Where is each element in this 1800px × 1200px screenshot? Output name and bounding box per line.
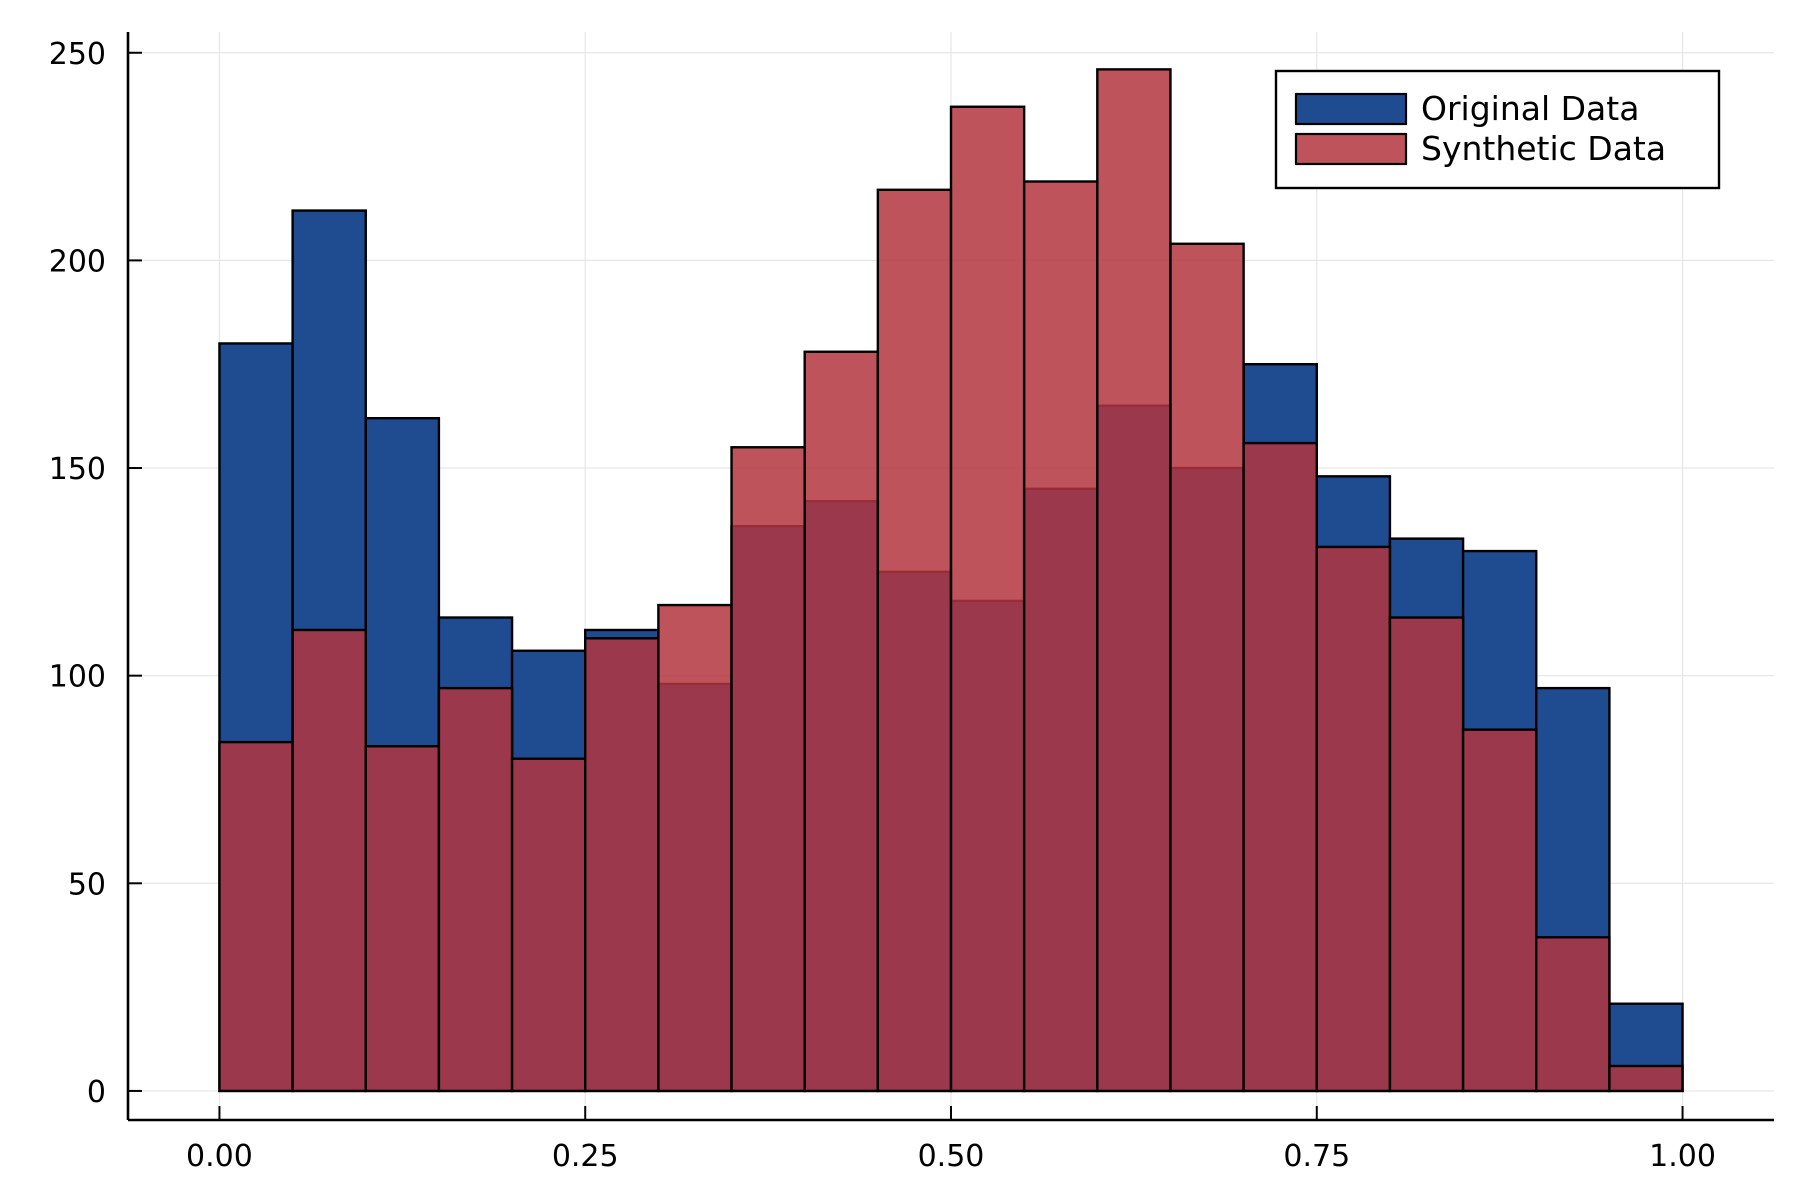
legend-swatch xyxy=(1294,132,1408,166)
legend-swatch xyxy=(1294,92,1408,126)
bar xyxy=(291,628,367,1093)
legend-label: Original Data xyxy=(1421,89,1639,128)
bar xyxy=(949,105,1026,1093)
y-tick-label: 100 xyxy=(49,660,106,695)
bar xyxy=(1096,68,1172,1093)
bar xyxy=(1388,616,1465,1093)
y-tick-label: 150 xyxy=(49,452,106,487)
x-tick-label: 0.50 xyxy=(918,1139,985,1174)
x-tick-label: 0.00 xyxy=(186,1139,253,1174)
bar xyxy=(803,350,880,1093)
bar xyxy=(1535,936,1611,1093)
legend-label: Synthetic Data xyxy=(1421,129,1666,168)
y-tick-label: 0 xyxy=(87,1075,106,1110)
bar xyxy=(730,446,806,1093)
bar xyxy=(1169,242,1245,1093)
axes: 0.00 0.25 0.50 0.75 1.00 0 50 100 150 200 250 xyxy=(49,32,1774,1174)
x-tick-label: 1.00 xyxy=(1649,1139,1716,1174)
histogram-bars xyxy=(218,68,1684,1093)
bar xyxy=(1315,545,1392,1093)
legend-box xyxy=(1274,69,1721,190)
x-tick-label: 0.25 xyxy=(552,1139,619,1174)
y-tick-label: 250 xyxy=(49,37,106,72)
bar xyxy=(218,740,294,1093)
bar xyxy=(657,603,733,1093)
bar xyxy=(584,637,660,1093)
x-tick-label: 0.75 xyxy=(1283,1139,1350,1174)
bar xyxy=(364,745,441,1093)
y-tick-label: 200 xyxy=(49,244,106,279)
bar xyxy=(876,188,953,1093)
bar xyxy=(1022,180,1099,1093)
bar xyxy=(437,686,514,1093)
bar xyxy=(1461,728,1538,1093)
bar xyxy=(1608,1064,1684,1093)
series-synthetic-bars xyxy=(218,68,1684,1093)
y-tick-label: 50 xyxy=(68,867,106,902)
bar xyxy=(1242,441,1318,1093)
bar xyxy=(510,757,587,1093)
